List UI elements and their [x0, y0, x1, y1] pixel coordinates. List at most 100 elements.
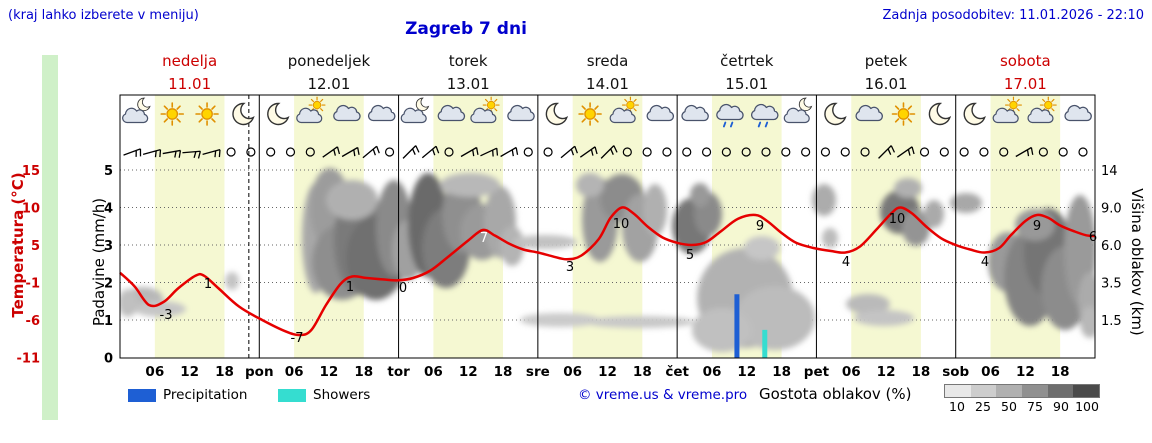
svg-text:12: 12: [459, 364, 478, 380]
svg-text:10: 10: [613, 217, 630, 232]
calm-wind-icon: [543, 147, 553, 157]
calm-wind-icon: [939, 147, 949, 157]
svg-text:12: 12: [1016, 364, 1035, 380]
svg-text:pon: pon: [245, 364, 274, 380]
svg-text:12: 12: [180, 364, 199, 380]
svg-text:12: 12: [737, 364, 756, 380]
svg-text:sre: sre: [526, 364, 550, 380]
calm-wind-icon: [523, 147, 533, 157]
day-name: sobota: [999, 52, 1051, 70]
calm-wind-icon: [820, 147, 831, 157]
wind-barb-icon: [600, 145, 618, 159]
showers-label: Showers: [313, 387, 371, 403]
cloud-icon: [646, 104, 675, 122]
wind-barb-icon: [896, 146, 915, 158]
precipitation-bar: [734, 294, 740, 358]
svg-text:5: 5: [31, 239, 40, 254]
day-name: torek: [448, 52, 488, 70]
svg-text:06: 06: [145, 364, 164, 380]
svg-text:18: 18: [354, 364, 373, 380]
wind-barb-icon: [142, 149, 162, 158]
calm-wind-icon: [701, 147, 712, 157]
calm-wind-icon: [642, 147, 652, 157]
moon-icon: [232, 102, 255, 126]
svg-text:12: 12: [877, 364, 896, 380]
cloud-scale-bar: [944, 384, 1100, 398]
cloud-density-layer: [120, 168, 1095, 352]
cloud-density-label: Gostota oblakov (%): [759, 385, 912, 403]
svg-text:-7: -7: [291, 331, 304, 346]
last-update-text: Zadnja posodobitev: 11.01.2026 - 22:10: [882, 8, 1144, 23]
day-header: četrtek 15.01: [720, 50, 773, 95]
calm-wind-icon: [860, 147, 870, 157]
plot-frame: [119, 94, 1096, 359]
calm-wind-icon: [919, 147, 930, 157]
svg-text:10: 10: [889, 212, 906, 227]
calm-wind-icon: [662, 147, 672, 157]
calm-wind-icon: [226, 147, 236, 157]
moon-icon: [267, 102, 289, 126]
svg-text:06: 06: [842, 364, 861, 380]
svg-text:06: 06: [285, 364, 304, 380]
day-name: petek: [864, 52, 908, 70]
moon-icon: [963, 102, 986, 126]
svg-text:10: 10: [22, 202, 40, 217]
wind-barb-icon: [421, 145, 440, 159]
cloud-moon-icon: [784, 98, 811, 122]
svg-text:2: 2: [104, 277, 113, 292]
calm-wind-icon: [840, 147, 850, 157]
svg-text:1.5: 1.5: [1101, 314, 1122, 329]
svg-text:18: 18: [215, 364, 234, 380]
svg-text:6: 6: [1089, 230, 1097, 245]
day-header: sreda 14.01: [586, 50, 629, 95]
day-name: četrtek: [720, 52, 774, 70]
calm-wind-icon: [781, 147, 791, 157]
svg-text:18: 18: [494, 364, 513, 380]
time-axis-labels: 06 12 18 pon 06 12 18 tor 06 12 18 sre 06 12 18 čet 06 12…: [145, 364, 1069, 380]
svg-text:1: 1: [104, 314, 113, 329]
moon-icon: [545, 102, 568, 126]
svg-text:1: 1: [346, 280, 354, 295]
page-title: Zagreb 7 dni: [405, 19, 527, 39]
day-name: ponedeljek: [287, 52, 371, 70]
cloud-icon: [1064, 104, 1092, 122]
calm-wind-icon: [979, 147, 989, 157]
day-header: torek 13.01: [447, 50, 490, 95]
svg-text:06: 06: [703, 364, 722, 380]
svg-text:15: 15: [22, 164, 40, 179]
svg-text:9: 9: [756, 219, 764, 234]
calm-wind-icon: [622, 147, 632, 157]
svg-text:18: 18: [911, 364, 930, 380]
wind-barb-icon: [182, 150, 201, 159]
svg-text:3: 3: [104, 239, 113, 254]
copyright-link[interactable]: © vreme.us & vreme.pro: [578, 387, 748, 403]
calm-wind-icon: [801, 147, 811, 157]
precipitation-swatch: [128, 389, 156, 402]
wind-barb-icon: [480, 147, 499, 157]
svg-text:0: 0: [104, 352, 113, 367]
precipitation-bars: [734, 294, 768, 358]
calm-wind-icon: [999, 147, 1009, 157]
svg-text:4: 4: [981, 255, 989, 270]
calm-wind-icon: [761, 147, 771, 157]
showers-bar: [762, 329, 768, 358]
calm-wind-icon: [682, 147, 692, 157]
wind-barb-icon: [162, 149, 182, 158]
cloud-icon: [367, 104, 396, 122]
temperature-curve: [119, 206, 1096, 337]
svg-text:9: 9: [1033, 219, 1041, 234]
svg-text:14: 14: [1101, 164, 1118, 179]
calm-wind-icon: [266, 147, 276, 157]
cloud-scale-tick-labels: 10 25 50 75 90 100: [949, 399, 1099, 414]
svg-text:0: 0: [399, 281, 407, 296]
moon-icon: [928, 102, 951, 126]
showers-swatch: [278, 389, 306, 402]
calm-wind-icon: [959, 147, 969, 157]
cloud-density-scale: 10 25 50 75 90 100: [944, 384, 1100, 414]
wind-barb-icon: [402, 145, 420, 159]
day-name: nedelja: [162, 52, 218, 70]
calm-wind-icon: [721, 147, 731, 157]
svg-text:18: 18: [1051, 364, 1070, 380]
location-hint[interactable]: (kraj lahko izberete v meniju): [8, 8, 199, 23]
